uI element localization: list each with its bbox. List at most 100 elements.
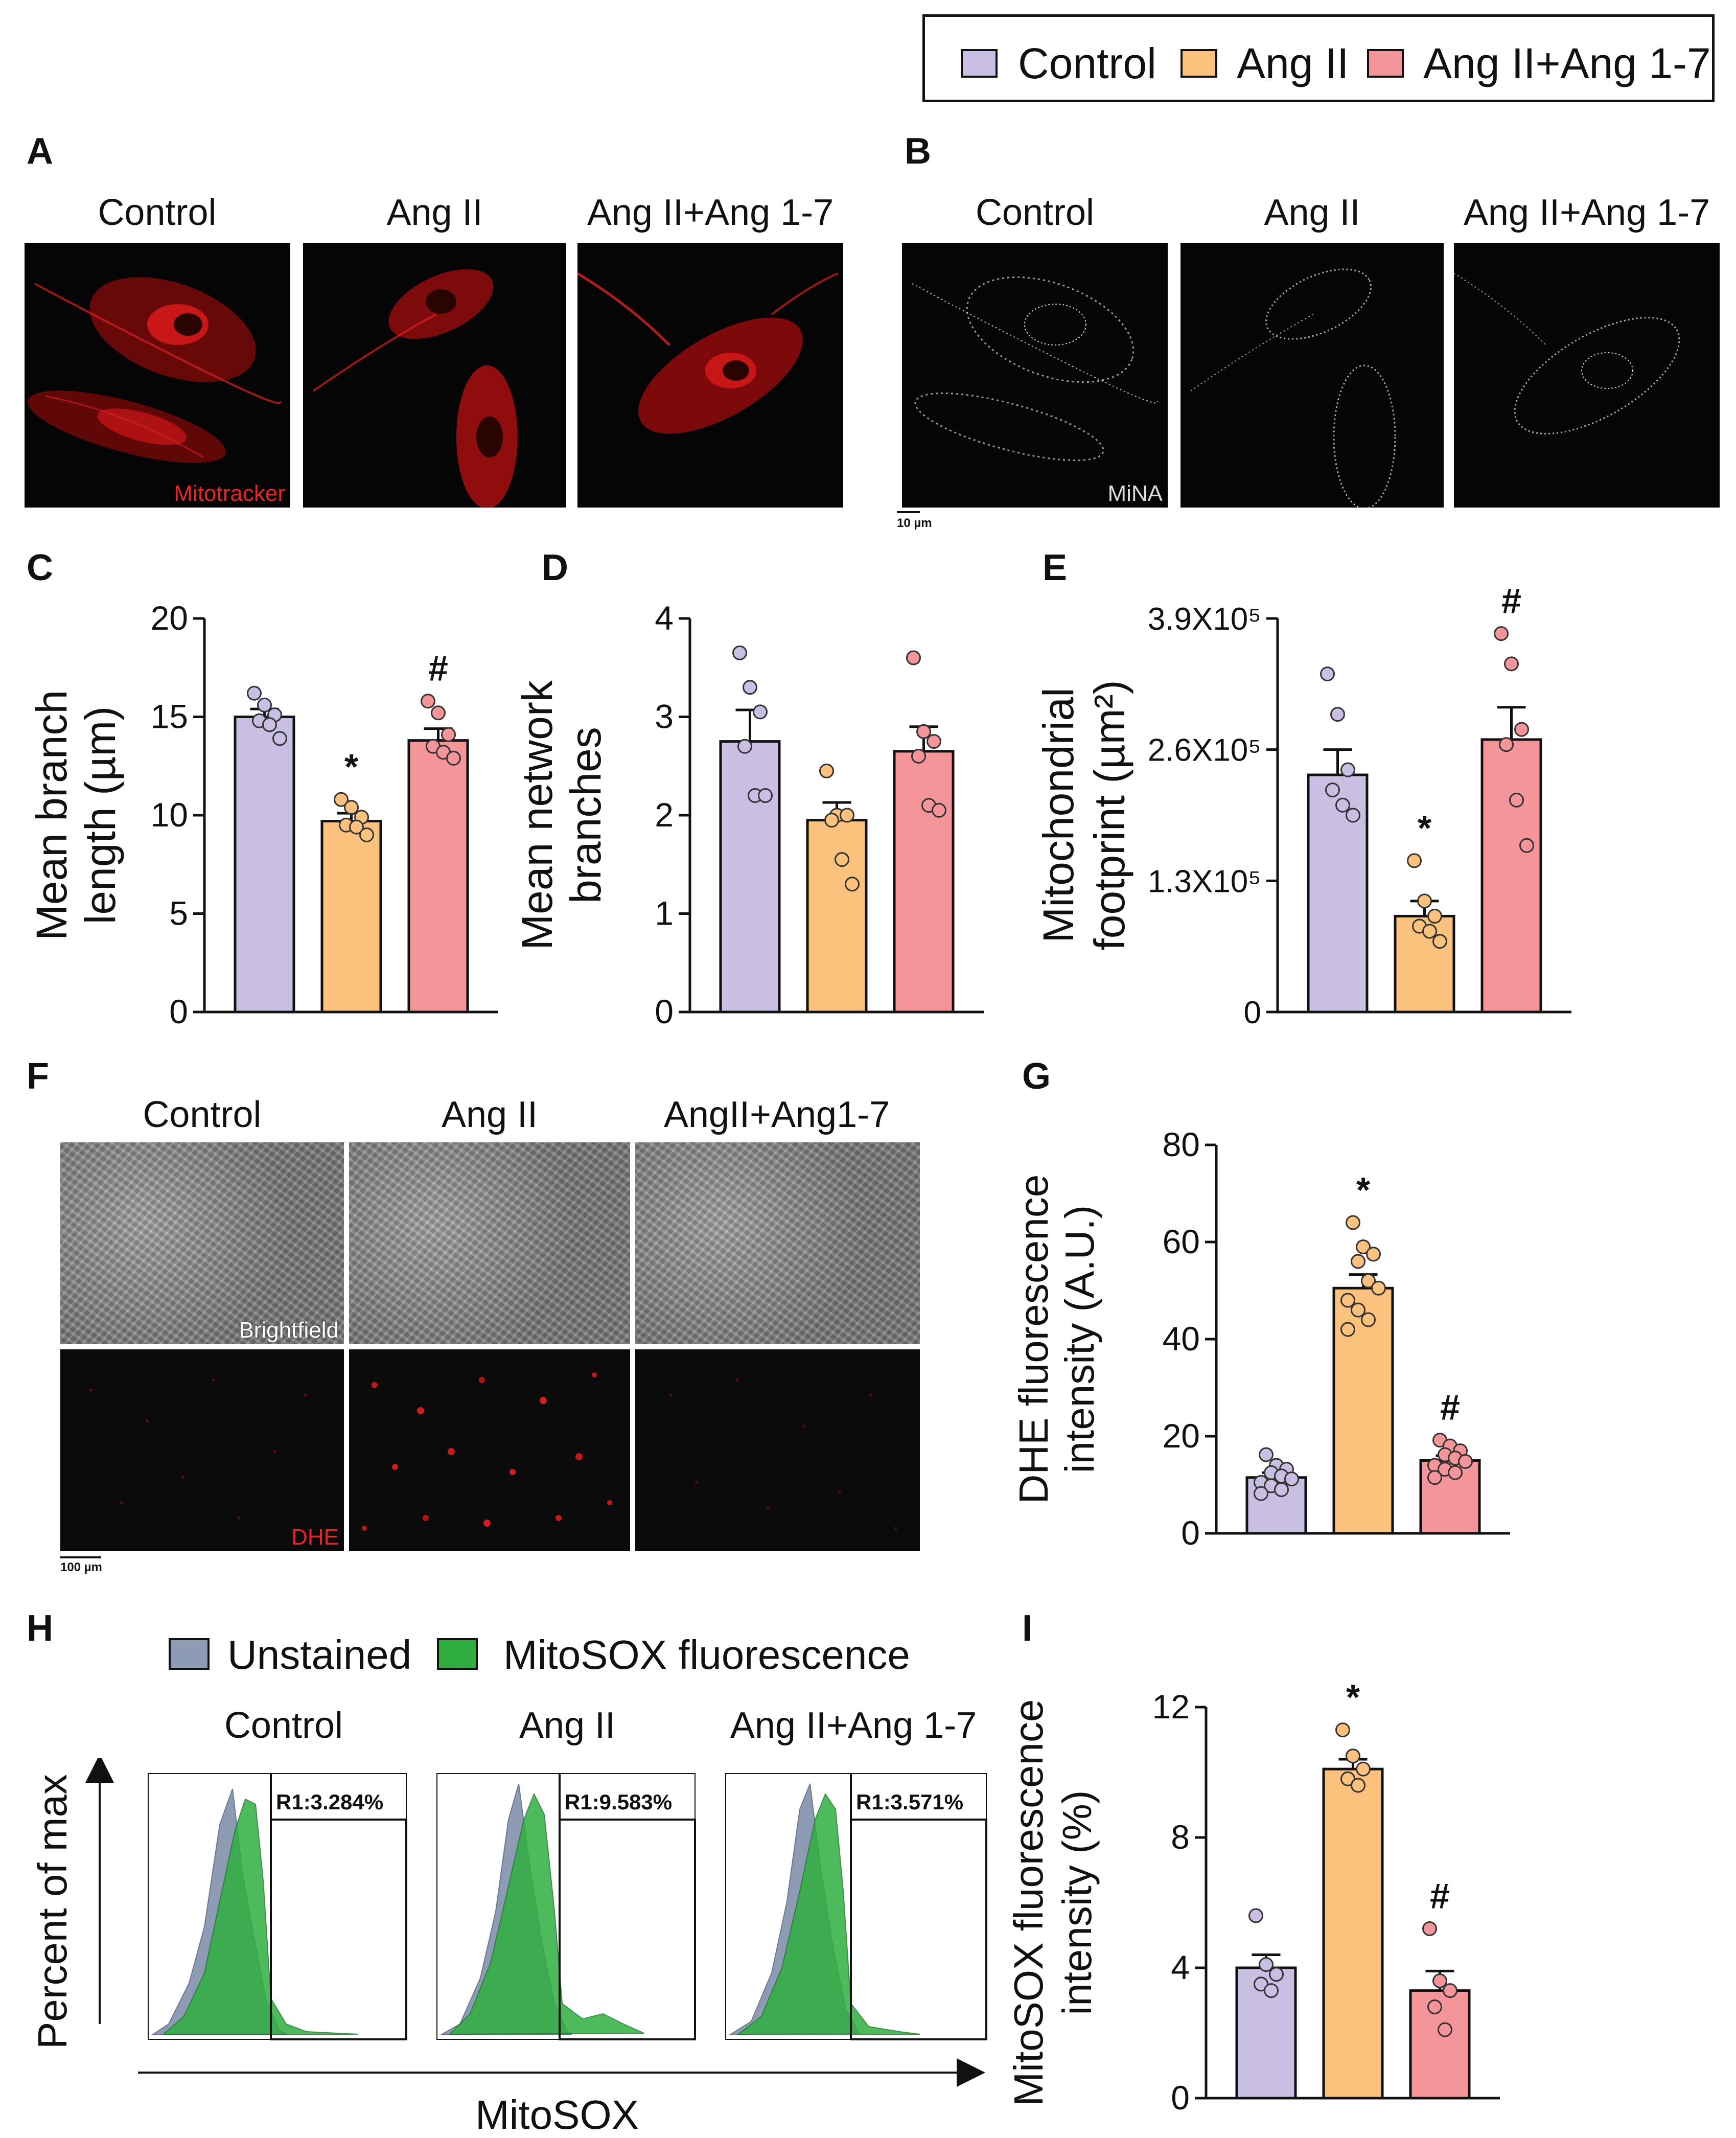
significance-mark: #	[1430, 1876, 1450, 1916]
panel-letter-d: D	[542, 547, 568, 588]
legend-swatch-ang2-ang17	[1367, 49, 1404, 78]
data-point	[431, 705, 446, 721]
y-axis-label-line: Mean branch	[28, 690, 76, 940]
data-point	[262, 717, 277, 732]
data-point	[1494, 626, 1509, 641]
chart-mitosox-intensity: 0 4 8 12 MitoSOX fluorescence intensity (%) * #	[1006, 1677, 1500, 2117]
data-point	[1259, 1957, 1274, 1972]
y-tick-label: 1	[655, 894, 674, 932]
data-point	[1351, 1778, 1365, 1793]
brightfield-image-ang2	[349, 1142, 630, 1344]
data-point	[1509, 792, 1524, 808]
data-point	[1284, 1472, 1299, 1487]
flow-histogram-control: R1:3.284%	[148, 1773, 407, 2040]
data-point	[1361, 1312, 1376, 1327]
data-point	[916, 724, 931, 739]
y-tick-label: 0	[1181, 1514, 1200, 1552]
y-tick-label: 8	[1171, 1818, 1190, 1856]
data-point	[927, 734, 941, 749]
y-tick-label: 40	[1163, 1320, 1200, 1358]
data-point	[441, 727, 456, 742]
y-tick-label: 1.3X10⁵	[1148, 864, 1261, 899]
bar-1	[1322, 1767, 1384, 2100]
data-point	[1443, 1983, 1457, 1998]
panel-f-scalebar	[60, 1556, 101, 1558]
data-point	[1448, 1465, 1463, 1480]
data-point	[446, 750, 461, 766]
y-tick-label: 20	[151, 599, 188, 637]
y-tick-label: 10	[151, 796, 188, 834]
dhe-label: DHE	[291, 1525, 339, 1550]
bar-0	[719, 740, 781, 1014]
y-tick-label: 2	[655, 796, 674, 834]
mitotracker-image-control: Mitotracker	[25, 243, 290, 508]
legend-label-ang2: Ang II	[1237, 39, 1349, 87]
flow-histogram-ang2: R1:9.583%	[436, 1773, 696, 2040]
data-point	[845, 877, 860, 892]
data-point	[257, 697, 272, 712]
data-point	[743, 680, 757, 695]
dhe-image-ang2-ang17	[635, 1349, 920, 1551]
data-point	[1330, 707, 1345, 722]
h-legend-swatch-unstained	[169, 1638, 210, 1670]
data-point	[349, 819, 364, 835]
data-point	[1254, 1486, 1268, 1501]
data-point	[840, 808, 854, 823]
data-point	[1325, 783, 1340, 798]
data-point	[1351, 1254, 1365, 1269]
data-point	[1264, 1983, 1279, 1998]
y-tick-label: 5	[169, 894, 188, 932]
panel-a-title-ang2-ang17: Ang II+Ang 1-7	[587, 192, 834, 233]
y-tick-label: 4	[1171, 1948, 1190, 1986]
data-point	[1432, 1973, 1447, 1988]
panel-f-title-ang2-ang17: AngII+Ang1-7	[663, 1094, 890, 1135]
y-axis-label: Mitochondrial footprint (µm²)	[1034, 680, 1133, 950]
data-point	[1417, 893, 1432, 909]
data-point	[344, 800, 359, 815]
data-point	[1361, 1273, 1376, 1289]
panel-b-title-ang2: Ang II	[1264, 192, 1360, 233]
y-tick-label: 0	[1244, 995, 1261, 1030]
panel-f-title-ang2: Ang II	[441, 1094, 538, 1135]
data-point	[247, 685, 262, 701]
y-tick-label: 80	[1163, 1125, 1200, 1163]
data-point	[932, 802, 946, 818]
data-point	[758, 788, 773, 803]
data-point	[1422, 924, 1437, 939]
flow-histogram-ang2-ang17: R1:3.571%	[725, 1773, 987, 2040]
bar-0	[234, 716, 295, 1014]
mitotracker-image-ang2-ang17	[577, 243, 843, 508]
significance-mark: *	[1356, 1170, 1371, 1210]
data-point	[1254, 1976, 1268, 1992]
panel-b-scalebar	[897, 511, 920, 513]
data-point	[1422, 1921, 1437, 1936]
significance-mark: #	[1440, 1388, 1460, 1428]
data-point	[1335, 797, 1350, 813]
chart-mean-branch-length: 0 5 10 15 20 Mean branch length (µm) * #	[28, 599, 498, 1030]
y-tick-label: 0	[1171, 2079, 1190, 2117]
legend-swatch-control	[961, 49, 998, 78]
mitotracker-label: Mitotracker	[174, 481, 285, 506]
y-axis-label: MitoSOX fluorescence intensity (%)	[1006, 1699, 1100, 2106]
data-point	[753, 704, 768, 720]
y-axis-label-line: MitoSOX fluorescence	[1006, 1699, 1051, 2106]
brightfield-image-control: Brightfield	[60, 1142, 344, 1344]
y-axis-label-line: footprint (µm²)	[1085, 680, 1133, 950]
data-point	[1356, 1761, 1371, 1777]
data-point	[421, 694, 435, 709]
h-legend-swatch-mitosox	[437, 1638, 478, 1670]
data-point	[737, 739, 752, 754]
y-axis-label-line: DHE fluorescence	[1011, 1175, 1056, 1504]
panel-letter-g: G	[1022, 1056, 1051, 1097]
flow-gate-ang2: R1:9.583%	[565, 1790, 672, 1814]
bar-2	[1480, 738, 1542, 1014]
data-point	[1427, 1999, 1442, 2014]
bar-2	[893, 750, 955, 1014]
y-axis-label-line: Mean network	[521, 680, 561, 950]
data-point	[1356, 1239, 1371, 1254]
mina-image-control: MiNA	[902, 243, 1168, 508]
flow-gate-control: R1:3.284%	[276, 1790, 383, 1814]
y-axis-label-line: branches	[562, 727, 610, 904]
panel-letter-b: B	[905, 131, 931, 172]
panel-a-title-ang2: Ang II	[386, 192, 483, 233]
